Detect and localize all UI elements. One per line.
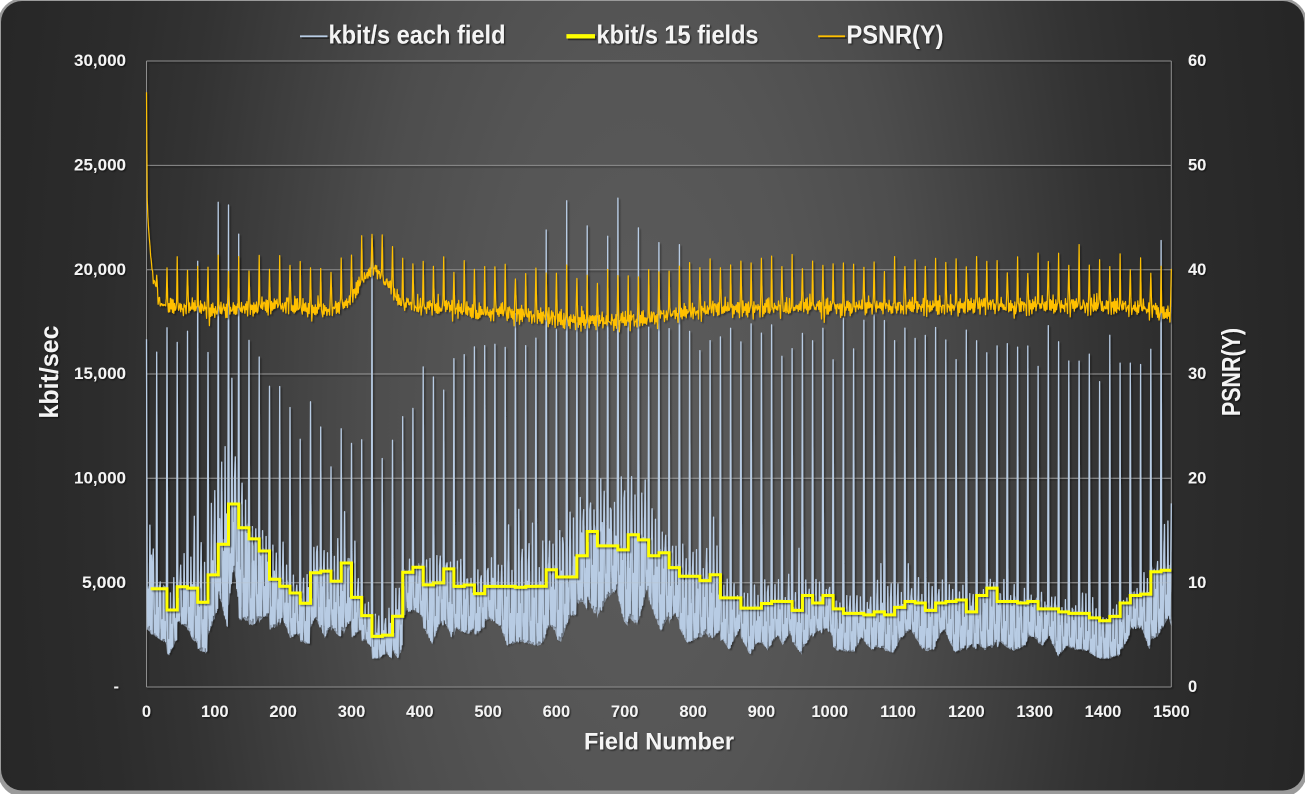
svg-text:5,000: 5,000 (82, 574, 126, 592)
svg-text:1300: 1300 (1016, 703, 1053, 721)
svg-text:20,000: 20,000 (74, 261, 126, 279)
svg-text:100: 100 (201, 703, 229, 721)
svg-text:Field Number: Field Number (584, 729, 734, 756)
svg-text:15,000: 15,000 (74, 365, 126, 383)
svg-text:20: 20 (1188, 470, 1206, 488)
svg-text:30: 30 (1188, 365, 1206, 383)
svg-text:1500: 1500 (1153, 703, 1190, 721)
svg-text:500: 500 (474, 703, 502, 721)
svg-text:900: 900 (748, 703, 776, 721)
svg-text:1400: 1400 (1085, 703, 1122, 721)
svg-text:PSNR(Y): PSNR(Y) (1216, 328, 1246, 416)
svg-text:200: 200 (269, 703, 297, 721)
svg-text:1100: 1100 (880, 703, 916, 721)
svg-text:PSNR(Y): PSNR(Y) (847, 20, 944, 50)
svg-text:400: 400 (406, 703, 434, 721)
svg-text:kbit/sec: kbit/sec (34, 326, 64, 419)
svg-text:40: 40 (1188, 261, 1206, 279)
svg-text:0: 0 (1188, 678, 1197, 696)
svg-text:700: 700 (611, 703, 639, 721)
svg-text:kbit/s each field: kbit/s each field (329, 20, 506, 50)
svg-text:30,000: 30,000 (74, 52, 126, 70)
svg-text:-: - (114, 678, 120, 696)
svg-text:kbit/s 15 fields: kbit/s 15 fields (597, 20, 759, 50)
svg-text:25,000: 25,000 (74, 157, 126, 175)
svg-text:50: 50 (1188, 157, 1206, 175)
svg-text:60: 60 (1188, 52, 1206, 70)
svg-text:10,000: 10,000 (74, 470, 126, 488)
svg-text:600: 600 (543, 703, 571, 721)
svg-text:800: 800 (679, 703, 707, 721)
svg-text:0: 0 (142, 703, 151, 721)
svg-text:1200: 1200 (948, 703, 985, 721)
svg-text:300: 300 (338, 703, 366, 721)
svg-text:1000: 1000 (811, 703, 848, 721)
svg-text:10: 10 (1188, 574, 1206, 592)
